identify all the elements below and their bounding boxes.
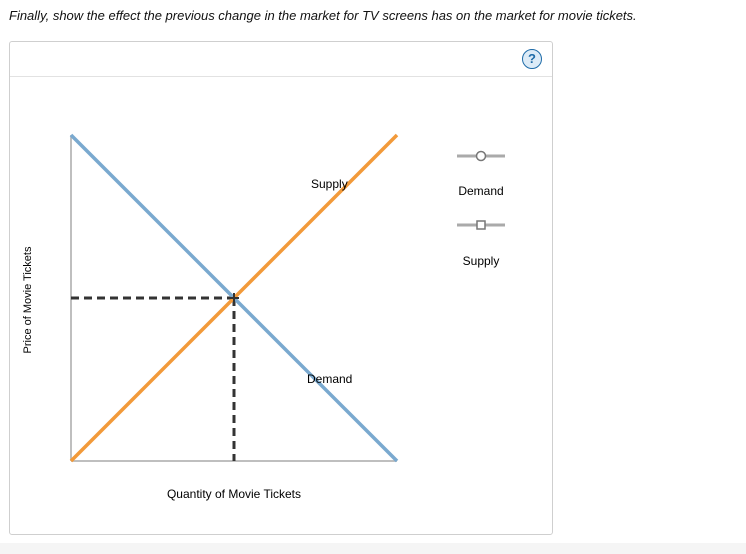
tool-supply-label[interactable]: Supply — [462, 254, 500, 268]
question-text: Finally, show the effect the previous ch… — [9, 8, 637, 23]
square-handle-icon[interactable] — [457, 220, 505, 230]
equilibrium-point[interactable] — [229, 293, 239, 303]
help-icon[interactable]: ? — [522, 49, 542, 69]
x-axis-label: Quantity of Movie Tickets — [166, 487, 302, 501]
y-axis-label: Price of Movie Tickets — [22, 246, 34, 354]
supply-curve-label: Supply — [311, 177, 348, 191]
bottom-strip — [0, 543, 746, 554]
demand-curve-label: Demand — [307, 372, 353, 386]
graph-panel: ? — [9, 41, 553, 535]
tool-demand-label[interactable]: Demand — [458, 184, 504, 198]
circle-handle-icon[interactable] — [457, 150, 505, 162]
panel-toolbar: ? — [10, 42, 552, 77]
